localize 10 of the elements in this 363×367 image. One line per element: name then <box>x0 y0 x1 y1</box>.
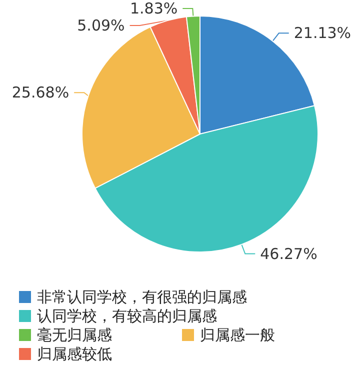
data-label: 21.13% <box>294 24 352 42</box>
legend-label: 归属感一般 <box>200 326 275 344</box>
data-label: 25.68% <box>12 84 70 102</box>
legend-label: 认同学校，有较高的归属感 <box>37 307 217 325</box>
data-label: 5.09% <box>77 16 125 34</box>
legend-label: 非常认同学校，有很强的归属感 <box>37 288 247 306</box>
legend-label: 毫无归属感 <box>37 326 112 344</box>
data-label: 1.83% <box>130 0 178 18</box>
legend-label: 归属感较低 <box>37 345 112 363</box>
data-label: 46.27% <box>260 244 318 263</box>
